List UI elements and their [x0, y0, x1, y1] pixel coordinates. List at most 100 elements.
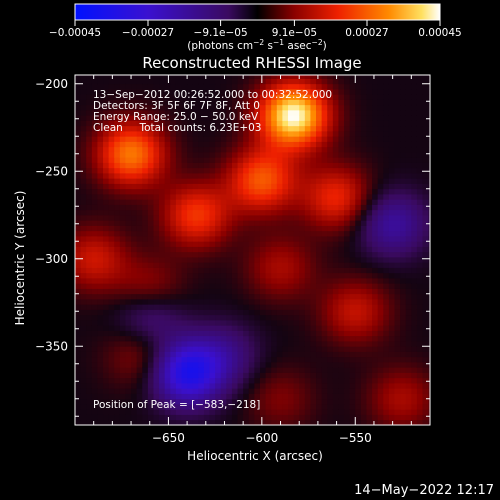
heatmap-cell [153, 215, 160, 221]
heatmap-cell [338, 314, 345, 321]
heatmap-cell [304, 377, 311, 384]
heatmap-cell [271, 362, 278, 368]
heatmap-cell [428, 99, 430, 106]
heatmap-cell [293, 388, 300, 394]
heatmap-cell [355, 199, 362, 205]
heatmap-cell [91, 351, 98, 358]
heatmap-cell [136, 362, 143, 368]
heatmap-cell [175, 152, 182, 158]
heatmap-cell [192, 251, 199, 258]
heatmap-cell [231, 383, 238, 389]
heatmap-cell [108, 341, 115, 347]
heatmap-cell [327, 120, 334, 127]
heatmap-cell [254, 136, 261, 142]
heatmap-cell [203, 225, 210, 232]
heatmap-cell [416, 94, 423, 100]
heatmap-cell [288, 251, 295, 258]
colorbar-tick-label: −0.00045 [49, 27, 101, 39]
heatmap-cell [114, 398, 121, 405]
heatmap-cell [310, 120, 317, 127]
heatmap-cell [119, 388, 126, 394]
heatmap-cell [428, 75, 430, 79]
heatmap-cell [198, 414, 205, 421]
heatmap-cell [383, 178, 390, 184]
heatmap-cell [125, 414, 132, 421]
heatmap-cell [215, 309, 222, 316]
heatmap-cell [142, 99, 149, 106]
heatmap-cell [332, 341, 339, 347]
heatmap-cell [321, 94, 328, 100]
heatmap-cell [164, 346, 171, 352]
heatmap-cell [388, 99, 395, 106]
heatmap-cell [360, 320, 367, 326]
heatmap-cell [86, 173, 93, 179]
heatmap-cell [237, 220, 244, 226]
heatmap-cell [209, 314, 216, 321]
heatmap-cell [411, 152, 418, 158]
heatmap-cell [142, 383, 149, 389]
heatmap-cell [91, 99, 98, 106]
heatmap-cell [80, 377, 87, 384]
heatmap-cell [243, 152, 250, 158]
heatmap-cell [282, 99, 289, 106]
heatmap-cell [203, 262, 210, 268]
heatmap-cell [203, 288, 210, 295]
heatmap-cell [338, 220, 345, 226]
heatmap-cell [248, 388, 255, 394]
heatmap-cell [428, 267, 430, 274]
heatmap-cell [203, 309, 210, 316]
heatmap-cell [248, 173, 255, 179]
heatmap-cell [103, 94, 110, 100]
heatmap-cell [327, 152, 334, 158]
heatmap-cell [170, 110, 177, 116]
heatmap-cell [91, 367, 98, 373]
heatmap-cell [254, 377, 261, 384]
heatmap-cell [136, 246, 143, 253]
heatmap-cell [422, 125, 429, 132]
heatmap-cell [187, 146, 194, 153]
heatmap-cell [103, 299, 110, 305]
heatmap-cell [114, 173, 121, 179]
heatmap-cell [276, 209, 283, 216]
heatmap-cell [316, 204, 323, 211]
heatmap-cell [187, 199, 194, 205]
heatmap-cell [400, 335, 407, 342]
heatmap-cell [422, 75, 429, 79]
heatmap-cell [416, 194, 423, 200]
heatmap-cell [372, 372, 379, 379]
heatmap-cell [282, 167, 289, 174]
heatmap-cell [394, 419, 401, 425]
heatmap-cell [265, 220, 272, 226]
heatmap-cell [332, 199, 339, 205]
heatmap-cell [119, 173, 126, 179]
heatmap-cell [321, 335, 328, 342]
heatmap-cell [164, 194, 171, 200]
heatmap-cell [360, 115, 367, 121]
heatmap-cell [75, 104, 82, 111]
heatmap-cell [97, 393, 104, 400]
heatmap-cell [428, 241, 430, 247]
heatmap-cell [86, 131, 93, 137]
heatmap-cell [237, 152, 244, 158]
heatmap-cell [422, 267, 429, 274]
heatmap-cell [388, 141, 395, 148]
heatmap-cell [316, 83, 323, 90]
heatmap-cell [91, 230, 98, 237]
heatmap-cell [400, 267, 407, 274]
heatmap-cell [136, 167, 143, 174]
heatmap-cell [181, 110, 188, 116]
heatmap-cell [282, 283, 289, 289]
heatmap-cell [226, 262, 233, 268]
heatmap-cell [119, 372, 126, 379]
heatmap-cell [299, 157, 306, 163]
heatmap-cell [153, 388, 160, 394]
heatmap-cell [175, 173, 182, 179]
heatmap-cell [293, 341, 300, 347]
heatmap-cell [209, 325, 216, 331]
heatmap-cell [310, 241, 317, 247]
heatmap-cell [422, 383, 429, 389]
heatmap-cell [153, 94, 160, 100]
heatmap-cell [119, 194, 126, 200]
heatmap-cell [131, 267, 138, 274]
heatmap-cell [416, 246, 423, 253]
